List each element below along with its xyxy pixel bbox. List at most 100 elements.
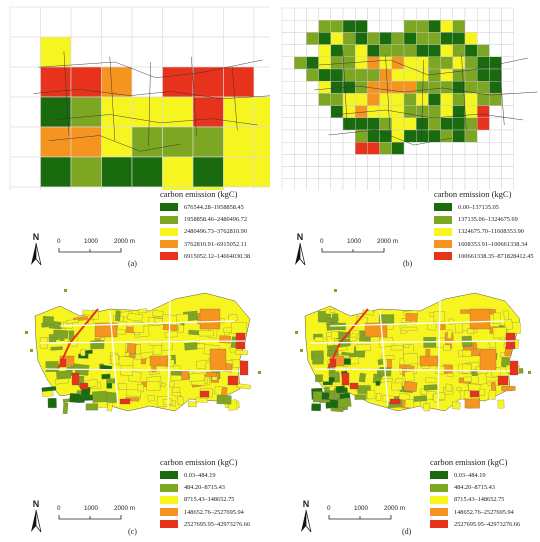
grid-cell	[403, 7, 417, 21]
scale-bar-line	[328, 515, 392, 520]
grid-cell	[306, 105, 319, 118]
legend-swatch	[434, 252, 452, 261]
grid-cell	[162, 6, 194, 38]
land-parcel	[236, 383, 251, 390]
grid-cell	[428, 32, 441, 45]
grid-cell	[294, 178, 307, 190]
land-parcel	[403, 381, 418, 392]
scale-tick-2000: 2000 m	[114, 505, 136, 512]
land-parcel	[171, 392, 181, 397]
grid-cell	[428, 93, 441, 106]
scale-bar: 0 1000 2000 m	[315, 238, 415, 260]
land-parcel	[195, 397, 208, 403]
street-line	[63, 51, 70, 136]
grid-cell	[501, 129, 515, 143]
grid-cell	[330, 154, 344, 167]
land-parcel	[25, 331, 28, 334]
land-parcel	[42, 315, 54, 325]
land-parcel	[419, 355, 439, 367]
legend-title: carbon emission (kgC)	[160, 457, 238, 467]
grid-cell	[501, 93, 515, 106]
land-parcel	[117, 383, 127, 391]
grid-cell	[342, 129, 356, 143]
grid-cell	[40, 36, 72, 68]
scale-tick-2000: 2000 m	[384, 505, 406, 512]
legend-swatch	[160, 203, 178, 212]
grid-cell	[9, 126, 41, 158]
grid-cell	[306, 129, 319, 143]
grid-cell	[379, 93, 392, 106]
grid-cell	[101, 186, 133, 190]
land-parcel	[178, 324, 184, 333]
street-line	[342, 49, 348, 131]
map-parcels	[25, 289, 261, 415]
street-line	[385, 54, 391, 136]
grid-cell	[379, 178, 392, 190]
land-parcel	[52, 321, 62, 328]
legend-label: 0.00–137135.05	[458, 203, 499, 211]
panel-label: (d)	[402, 527, 412, 536]
grid-cell	[281, 166, 295, 180]
grid-cell	[501, 178, 515, 190]
road	[44, 368, 241, 372]
grid-cell	[281, 80, 295, 94]
north-arrow-icon	[31, 242, 42, 266]
land-parcel	[443, 344, 451, 351]
grid-cell	[281, 117, 295, 131]
legend-swatch	[160, 471, 178, 480]
grid-cell	[306, 32, 319, 45]
land-parcel	[366, 389, 376, 400]
grid-cell	[306, 141, 319, 155]
land-parcel	[41, 386, 57, 392]
legend-label: 3762810.91–6915052.11	[184, 240, 247, 248]
grid-cell	[501, 117, 515, 131]
grid-cell	[476, 154, 490, 167]
grid-cell	[367, 178, 380, 190]
legend-item: 484.20–8715.43	[430, 482, 520, 493]
legend-item: 6915052.12–14664030.38	[160, 251, 250, 262]
street-line	[38, 59, 263, 78]
grid-cell	[40, 156, 72, 188]
grid-cell	[330, 166, 344, 180]
grid-cell	[318, 20, 331, 33]
grid-cell	[415, 178, 429, 190]
grid-cell	[281, 32, 295, 45]
land-parcel	[169, 381, 175, 388]
grid-cell	[440, 7, 454, 21]
land-parcel	[354, 394, 367, 400]
scale-bar: 0 1000 2000 m	[52, 238, 152, 260]
grid-cell	[354, 117, 368, 131]
grid-cell	[403, 166, 417, 180]
land-parcel	[66, 319, 79, 324]
grid-cell	[476, 7, 490, 21]
grid-cell	[192, 96, 224, 128]
north-label: N	[302, 499, 310, 509]
grid-cell	[428, 68, 441, 82]
grid-cell	[403, 154, 417, 167]
grid-cell	[294, 129, 307, 143]
land-parcel	[468, 383, 481, 392]
north-label: N	[296, 232, 304, 242]
land-parcel	[423, 403, 430, 412]
land-parcel	[341, 372, 350, 386]
grid-cell	[428, 105, 441, 118]
land-parcel	[461, 363, 472, 375]
grid-cell	[367, 44, 380, 57]
grid-cell	[428, 44, 441, 57]
grid-cell	[501, 44, 515, 57]
land-parcel	[300, 349, 303, 352]
grid-cell	[415, 44, 429, 57]
north-arrow: N	[292, 232, 308, 266]
land-parcel	[199, 308, 221, 330]
scale-bar-line	[58, 248, 122, 253]
grid-cell	[440, 56, 454, 70]
land-parcel	[135, 344, 141, 355]
grid-cell	[501, 7, 515, 21]
grid-cell	[476, 20, 490, 33]
street-line	[499, 64, 505, 126]
grid-cell	[342, 7, 356, 21]
street-line	[33, 89, 270, 99]
grid-cell	[306, 7, 319, 21]
legend-label: 676544.28–1958858.45	[184, 203, 244, 211]
grid-cell	[476, 141, 490, 155]
